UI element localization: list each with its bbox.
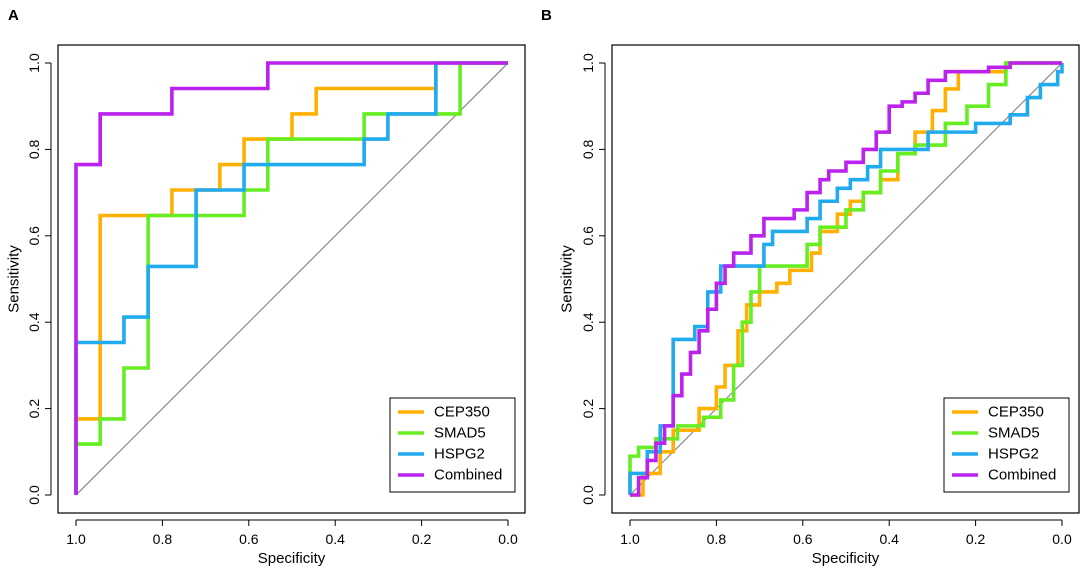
x-tick-label: 0.2 — [966, 531, 986, 547]
x-tick-label: 0.2 — [412, 531, 432, 547]
x-tick-label: 0.8 — [153, 531, 173, 547]
legend-label-combined: Combined — [434, 467, 502, 484]
y-tick-label: 0.2 — [580, 399, 596, 419]
roc-curve-hspg2 — [74, 61, 508, 495]
roc-curve-hspg2 — [628, 63, 1064, 495]
plot-frame — [611, 44, 1080, 514]
x-tick-label: 0.4 — [879, 531, 899, 547]
roc-panel-b: B 1.0 0.8 0.6 0.4 0.2 0.0 Specificity 0.0 0.2 0.4 0… — [541, 7, 1080, 567]
y-tick-label: 0.4 — [26, 312, 42, 332]
y-tick-label: 0.0 — [580, 485, 596, 505]
y-tick-label: 0.8 — [580, 139, 596, 159]
reference-diagonal — [75, 62, 509, 496]
x-axis-title: Specificity — [812, 550, 880, 567]
y-tick-label: 0.6 — [26, 226, 42, 246]
legend-label-hspg2: HSPG2 — [988, 446, 1039, 463]
x-tick-label: 0.0 — [1052, 531, 1072, 547]
roc-panel-a: A 1.0 0.8 0.6 0.4 0.2 0.0 Specificity 0.0 0.2 0.4 0… — [6, 7, 526, 567]
legend: CEP350 SMAD5 HSPG2 Combined — [943, 397, 1070, 493]
plot-frame — [57, 44, 526, 514]
x-tick-label: 0.4 — [325, 531, 345, 547]
x-tick-label: 0.8 — [707, 531, 727, 547]
legend-label-cep350: CEP350 — [434, 404, 490, 421]
roc-curve-combined — [630, 61, 1062, 497]
roc-curve-smad5 — [628, 61, 1062, 495]
y-tick-label: 0.4 — [580, 312, 596, 332]
y-tick-label: 0.8 — [26, 139, 42, 159]
y-axis-title: Sensitivity — [559, 245, 576, 313]
y-tick-label: 1.0 — [26, 53, 42, 73]
y-axis-title: Sensitivity — [6, 245, 23, 313]
legend-label-cep350: CEP350 — [988, 404, 1044, 421]
x-tick-label: 1.0 — [620, 531, 640, 547]
x-tick-label: 0.6 — [239, 531, 259, 547]
legend-label-combined: Combined — [988, 467, 1056, 484]
roc-curve-cep350 — [630, 61, 1062, 497]
x-tick-label: 0.0 — [498, 531, 518, 547]
legend-label-smad5: SMAD5 — [434, 425, 486, 442]
legend: CEP350 SMAD5 HSPG2 Combined — [389, 397, 516, 493]
x-tick-label: 0.6 — [793, 531, 813, 547]
legend-label-smad5: SMAD5 — [988, 425, 1040, 442]
y-tick-label: 1.0 — [580, 53, 596, 73]
roc-curve-combined — [74, 61, 508, 495]
panel-label: B — [541, 7, 552, 24]
panel-label: A — [8, 7, 19, 24]
y-tick-label: 0.6 — [580, 226, 596, 246]
legend-label-hspg2: HSPG2 — [434, 446, 485, 463]
y-tick-label: 0.0 — [26, 485, 42, 505]
y-tick-label: 0.2 — [26, 399, 42, 419]
x-axis-title: Specificity — [258, 550, 326, 567]
x-tick-label: 1.0 — [66, 531, 86, 547]
